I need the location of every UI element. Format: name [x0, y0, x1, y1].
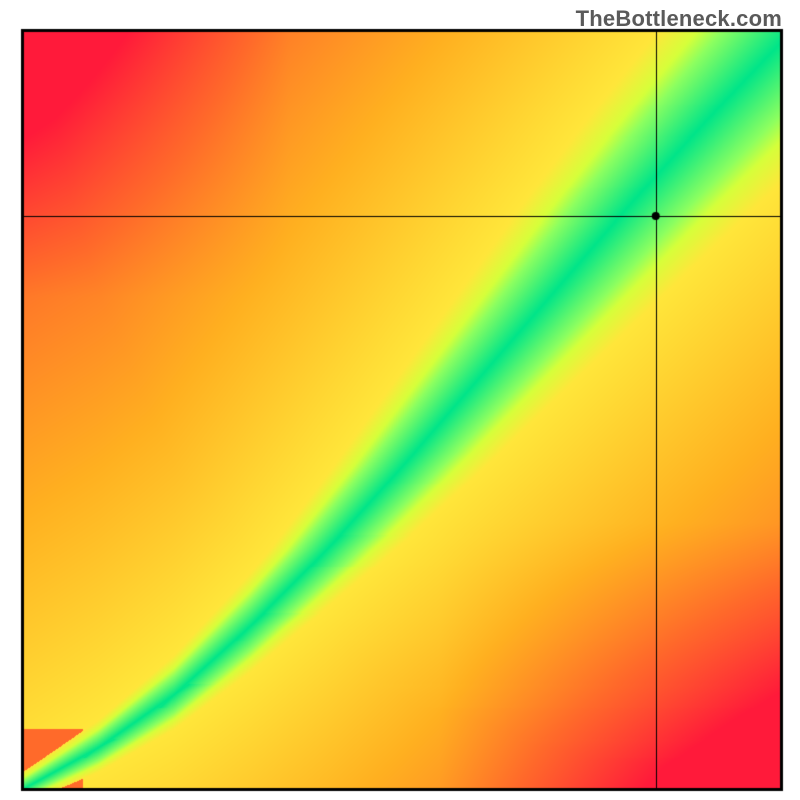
bottleneck-heatmap — [0, 0, 800, 800]
chart-container: TheBottleneck.com — [0, 0, 800, 800]
watermark-text: TheBottleneck.com — [576, 6, 782, 32]
